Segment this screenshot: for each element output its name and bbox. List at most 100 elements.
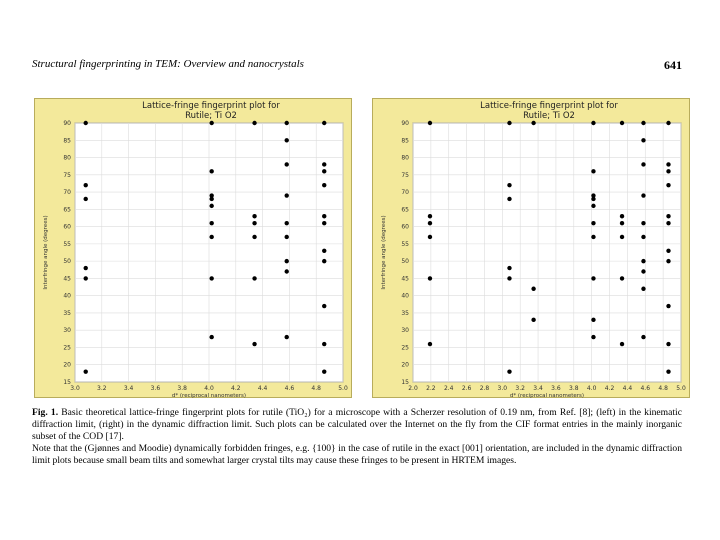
plot-left-svg: Lattice-fringe fingerprint plot forRutil… — [43, 101, 348, 399]
data-point — [284, 258, 289, 264]
y-tick-label: 25 — [63, 344, 71, 351]
data-point — [252, 234, 257, 240]
data-point — [83, 276, 88, 281]
x-tick-label: 2.2 — [426, 385, 436, 392]
data-point — [666, 341, 671, 347]
plot-title-line1: Lattice-fringe fingerprint plot for — [480, 101, 618, 111]
data-point — [666, 169, 671, 174]
data-point — [641, 286, 646, 291]
y-tick-label: 90 — [63, 120, 71, 127]
y-tick-label: 75 — [401, 172, 409, 179]
y-tick-label: 55 — [63, 241, 71, 248]
data-point — [666, 162, 671, 167]
data-point — [531, 120, 536, 126]
data-point — [641, 220, 646, 226]
data-point — [322, 220, 327, 226]
x-tick-label: 5.0 — [676, 385, 686, 392]
x-tick-label: 4.4 — [258, 385, 268, 392]
x-tick-label: 3.8 — [569, 385, 579, 392]
data-point — [619, 341, 625, 347]
data-point — [209, 196, 214, 202]
x-tick-label: 3.8 — [177, 385, 187, 392]
x-tick-label: 4.0 — [204, 385, 214, 392]
data-point — [427, 120, 433, 126]
data-point — [591, 220, 596, 226]
x-tick-label: 2.6 — [462, 385, 472, 392]
data-point — [209, 276, 214, 281]
y-tick-label: 70 — [401, 189, 409, 196]
data-point — [591, 276, 596, 281]
y-tick-label: 75 — [63, 172, 71, 179]
x-axis-label: d* (reciprocal nanometers) — [510, 393, 584, 399]
x-tick-label: 2.0 — [408, 385, 418, 392]
data-point — [83, 182, 88, 188]
x-tick-label: 2.4 — [444, 385, 454, 392]
data-point — [322, 162, 327, 167]
data-point — [507, 265, 512, 271]
data-point — [507, 120, 512, 126]
data-point — [591, 193, 596, 198]
data-point — [666, 258, 671, 264]
y-tick-label: 50 — [401, 258, 409, 265]
x-tick-label: 3.4 — [124, 385, 134, 392]
data-point — [666, 369, 671, 374]
data-point — [427, 234, 433, 240]
data-point — [641, 258, 646, 264]
data-point — [322, 248, 327, 253]
data-point — [284, 193, 289, 198]
data-point — [591, 234, 596, 240]
figure-label: Fig. 1. — [32, 407, 59, 418]
data-point — [641, 269, 646, 274]
data-point — [252, 341, 257, 347]
data-point — [322, 258, 327, 264]
plot-title-line2: Rutile; Ti O2 — [185, 111, 237, 121]
data-point — [666, 182, 671, 188]
data-point — [591, 196, 596, 202]
data-point — [591, 317, 596, 323]
data-point — [641, 334, 646, 340]
data-point — [209, 203, 214, 209]
y-tick-label: 45 — [63, 275, 71, 282]
data-point — [507, 182, 512, 188]
data-point — [591, 169, 596, 174]
x-tick-label: 4.6 — [640, 385, 650, 392]
data-point — [322, 369, 327, 374]
data-point — [284, 220, 289, 226]
x-tick-label: 3.0 — [498, 385, 508, 392]
x-tick-label: 4.4 — [623, 385, 633, 392]
figure-caption: Fig. 1. Basic theoretical lattice-fringe… — [32, 407, 682, 467]
x-tick-label: 2.8 — [480, 385, 490, 392]
y-tick-label: 40 — [401, 293, 409, 300]
x-tick-label: 4.0 — [587, 385, 597, 392]
y-tick-label: 20 — [63, 362, 71, 369]
data-point — [591, 120, 596, 126]
plot-title-line1: Lattice-fringe fingerprint plot for — [142, 101, 280, 111]
y-tick-label: 35 — [401, 310, 409, 317]
data-point — [427, 341, 433, 347]
plot-area — [412, 122, 682, 383]
data-point — [427, 276, 433, 281]
data-point — [284, 162, 289, 167]
x-tick-label: 3.6 — [151, 385, 161, 392]
x-tick-label: 3.2 — [515, 385, 525, 392]
y-tick-label: 15 — [401, 379, 409, 386]
data-point — [252, 214, 257, 219]
data-point — [284, 234, 289, 240]
data-point — [209, 234, 214, 240]
y-tick-label: 55 — [401, 241, 409, 248]
data-point — [641, 120, 646, 126]
data-point — [666, 220, 671, 226]
y-tick-label: 45 — [401, 275, 409, 282]
fingerprint-plot-kinematic: Lattice-fringe fingerprint plot for Rutil… — [34, 98, 352, 399]
data-point — [252, 120, 257, 126]
data-point — [209, 334, 214, 340]
data-point — [322, 303, 327, 309]
data-point — [83, 369, 88, 374]
plot-right-svg: Lattice-fringe fingerprint plot forRutil… — [381, 101, 686, 399]
y-tick-label: 60 — [63, 224, 71, 231]
data-point — [666, 120, 671, 126]
y-tick-label: 80 — [401, 155, 409, 162]
data-point — [284, 334, 289, 340]
x-tick-label: 3.4 — [533, 385, 543, 392]
y-tick-label: 30 — [401, 327, 409, 334]
